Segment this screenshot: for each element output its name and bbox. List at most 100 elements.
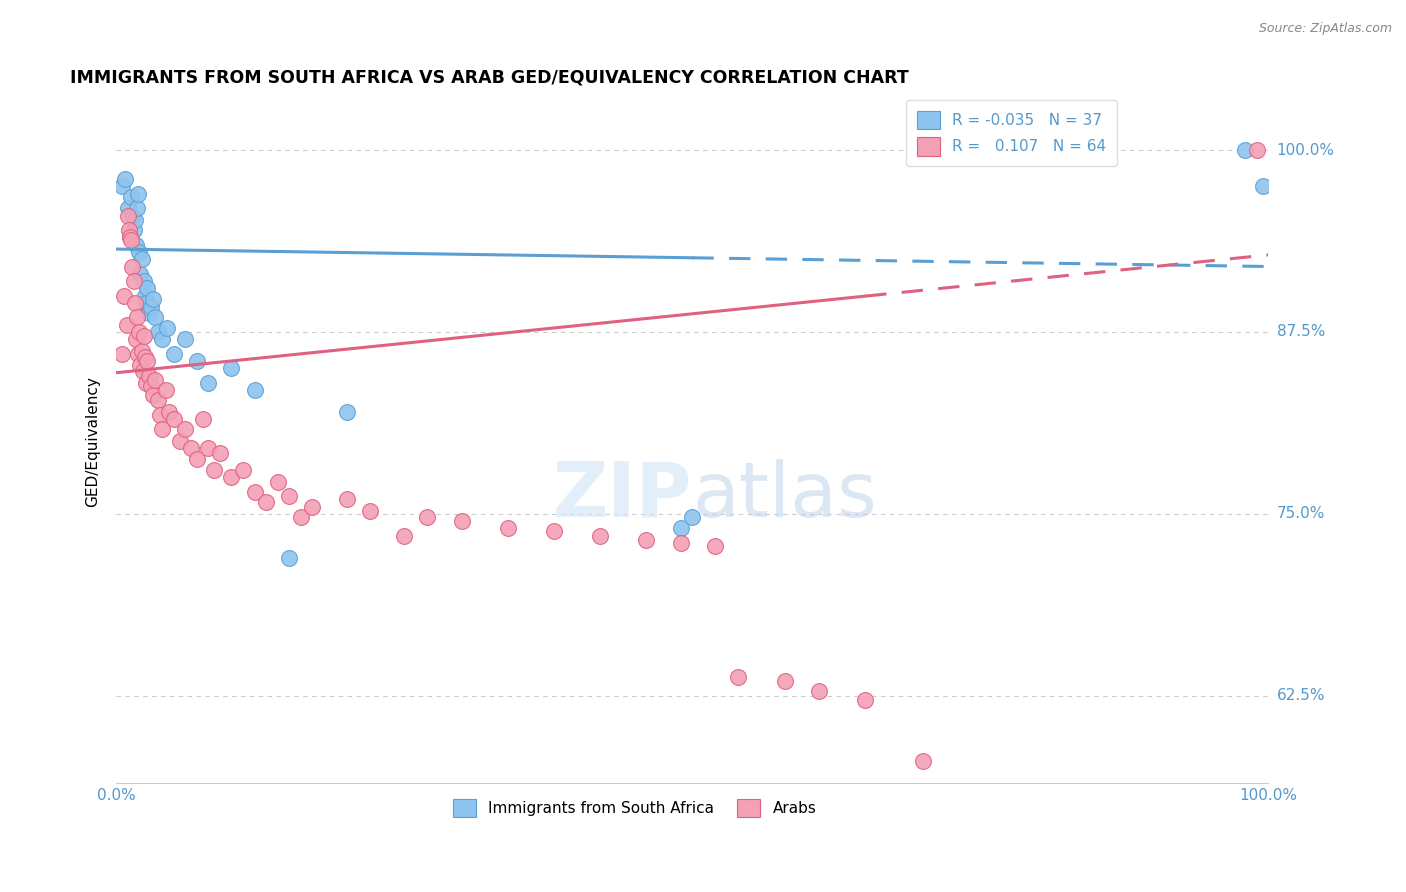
Point [132, 274, 155, 288]
Point [146, 393, 169, 408]
Point [221, 470, 243, 484]
Text: 62.5%: 62.5% [1277, 689, 1326, 703]
Point [136, 281, 159, 295]
Point [156, 320, 179, 334]
Point [124, 213, 146, 227]
Point [127, 347, 149, 361]
Point [221, 361, 243, 376]
Point [139, 379, 162, 393]
Point [197, 442, 219, 456]
Point [669, 521, 692, 535]
Point [853, 693, 876, 707]
Point [112, 288, 135, 302]
Point [146, 325, 169, 339]
Point [142, 292, 165, 306]
Point [416, 509, 439, 524]
Point [1234, 143, 1257, 157]
Point [111, 179, 134, 194]
Point [136, 354, 159, 368]
Point [131, 252, 153, 267]
Text: ZIP: ZIP [553, 458, 692, 533]
Point [117, 209, 139, 223]
Point [681, 509, 703, 524]
Point [808, 684, 831, 698]
Point [359, 504, 381, 518]
Point [128, 325, 150, 339]
Text: 87.5%: 87.5% [1277, 325, 1324, 340]
Point [202, 463, 225, 477]
Point [128, 244, 150, 259]
Point [120, 230, 142, 244]
Point [118, 223, 141, 237]
Point [117, 202, 139, 216]
Point [149, 408, 172, 422]
Point [301, 500, 323, 514]
Point [180, 442, 202, 456]
Point [336, 405, 359, 419]
Point [120, 233, 142, 247]
Point [232, 463, 254, 477]
Point [174, 332, 197, 346]
Point [142, 387, 165, 401]
Y-axis label: GED/Equivalency: GED/Equivalency [86, 376, 100, 507]
Point [727, 670, 749, 684]
Point [254, 495, 277, 509]
Point [134, 350, 156, 364]
Point [773, 674, 796, 689]
Point [266, 475, 288, 489]
Point [138, 368, 160, 383]
Point [121, 260, 143, 274]
Point [145, 310, 167, 325]
Point [131, 343, 153, 358]
Point [186, 451, 208, 466]
Point [1246, 143, 1268, 157]
Point [186, 354, 208, 368]
Point [120, 189, 142, 203]
Point [125, 237, 148, 252]
Point [132, 329, 155, 343]
Point [669, 536, 692, 550]
Point [125, 202, 148, 216]
Point [155, 383, 177, 397]
Point [135, 296, 157, 310]
Point [911, 754, 934, 768]
Text: 75.0%: 75.0% [1277, 507, 1324, 521]
Point [636, 533, 658, 547]
Point [169, 434, 191, 449]
Point [543, 524, 565, 539]
Point [121, 209, 143, 223]
Point [150, 332, 173, 346]
Point [278, 490, 301, 504]
Point [290, 509, 312, 524]
Point [174, 422, 197, 436]
Point [135, 376, 157, 390]
Point [132, 364, 155, 378]
Text: Source: ZipAtlas.com: Source: ZipAtlas.com [1258, 22, 1392, 36]
Point [115, 318, 138, 332]
Point [134, 288, 156, 302]
Point [138, 306, 160, 320]
Point [157, 405, 180, 419]
Point [129, 359, 152, 373]
Point [150, 422, 173, 436]
Point [704, 539, 727, 553]
Point [120, 230, 142, 244]
Point [496, 521, 519, 535]
Point [111, 347, 134, 361]
Text: IMMIGRANTS FROM SOUTH AFRICA VS ARAB GED/EQUIVALENCY CORRELATION CHART: IMMIGRANTS FROM SOUTH AFRICA VS ARAB GED… [70, 69, 908, 87]
Point [122, 274, 145, 288]
Point [1251, 179, 1274, 194]
Legend: Immigrants from South Africa, Arabs: Immigrants from South Africa, Arabs [447, 792, 823, 823]
Point [394, 529, 416, 543]
Point [163, 347, 186, 361]
Point [208, 446, 231, 460]
Point [278, 550, 301, 565]
Point [336, 492, 359, 507]
Text: atlas: atlas [692, 458, 877, 533]
Point [114, 172, 136, 186]
Point [589, 529, 612, 543]
Point [191, 412, 214, 426]
Point [197, 376, 219, 390]
Point [125, 310, 148, 325]
Point [145, 373, 167, 387]
